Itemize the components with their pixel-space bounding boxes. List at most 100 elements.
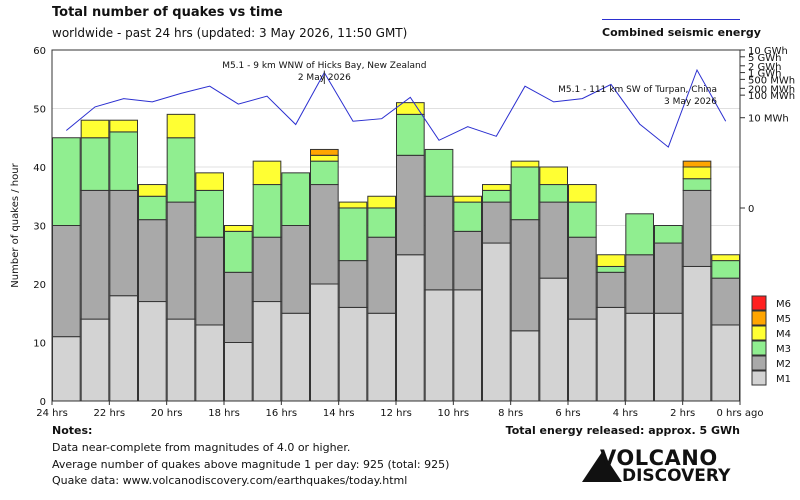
- bar-segment-m4: [453, 195, 483, 203]
- legend-swatch-m2: [751, 355, 767, 371]
- bar-segment-m5: [682, 160, 712, 168]
- bar-segment-m4: [166, 113, 196, 139]
- y-axis-label: Number of quakes / hour: [10, 162, 21, 287]
- energy-tick-label: 10 MWh: [748, 114, 789, 125]
- bar-segment-m3: [252, 184, 282, 238]
- bar-segment-m5: [310, 148, 339, 156]
- x-tick-label: 20 hrs: [151, 408, 183, 419]
- logo-line2: DISCOVERY: [622, 466, 731, 486]
- bar-segment-m2: [482, 201, 511, 244]
- bar-segment-m2: [338, 260, 368, 308]
- energy-tick-label: 0: [748, 204, 754, 215]
- x-tick-label: 12 hrs: [380, 408, 412, 419]
- bar-segment-m3: [682, 178, 712, 191]
- x-tick-label: 10 hrs: [438, 408, 470, 419]
- y-tick-label: 20: [33, 280, 46, 291]
- bar-segment-m4: [711, 254, 740, 262]
- bar-segment-m2: [654, 242, 683, 314]
- bar-segment-m1: [396, 254, 425, 402]
- bar-segment-m2: [52, 225, 81, 338]
- notes-title: Notes:: [52, 424, 93, 437]
- x-tick-label: 2 hrs: [670, 408, 695, 419]
- y-tick-label: 30: [33, 222, 46, 233]
- quake-chart: 0 10 20 30 40 50 60 24 hrs 22 hrs 20 hrs 18 hrs 16 …: [10, 46, 795, 419]
- bar-segment-m3: [510, 166, 540, 221]
- energy-tick-label: 100 MWh: [748, 91, 795, 102]
- bar-segment-m1: [482, 242, 511, 402]
- bar-segment-m4: [109, 119, 139, 133]
- bar-segment-m2: [682, 189, 712, 267]
- bar-segment-m2: [166, 201, 196, 320]
- bar-segment-m1: [596, 306, 626, 402]
- bar-segment-m2: [453, 230, 483, 291]
- bar-segment-m3: [109, 131, 139, 191]
- bar-segment-m1: [52, 336, 81, 402]
- energy-tick-label: 10 GWh: [748, 46, 788, 57]
- bar-segment-m3: [281, 172, 311, 227]
- bar-segment-m4: [224, 225, 253, 232]
- bar-segment-m3: [625, 213, 654, 256]
- bar-segment-m2: [109, 189, 139, 297]
- bar-segment-m2: [568, 236, 597, 320]
- volcano-discovery-logo[interactable]: VOLCANO DISCOVERY: [582, 446, 732, 490]
- x-tick-label: 22 hrs: [94, 408, 126, 419]
- bar-segment-m1: [682, 265, 712, 402]
- bar-segment-m4: [338, 201, 368, 209]
- bar-segment-m1: [367, 312, 397, 402]
- y-tick-label: 50: [33, 105, 46, 116]
- energy-tick-label: 500 MWh: [748, 75, 795, 86]
- bar-segment-m1: [252, 301, 282, 402]
- bar-segment-m4: [195, 172, 224, 191]
- energy-legend-label: Combined seismic energy: [602, 26, 761, 39]
- energy-legend-line: [602, 19, 740, 20]
- bar-segment-m4: [482, 184, 511, 191]
- y-tick-label: 40: [33, 163, 46, 174]
- chart-title: Total number of quakes vs time: [52, 5, 283, 20]
- legend-swatch-m3: [751, 340, 767, 356]
- bar-segment-m4: [682, 166, 712, 180]
- chart-subtitle: worldwide - past 24 hrs (updated: 3 May …: [52, 26, 408, 40]
- x-tick-label: 18 hrs: [208, 408, 240, 419]
- bar-segment-m3: [224, 230, 253, 273]
- bar-segment-m4: [367, 195, 397, 209]
- bar-segment-m4: [510, 160, 540, 168]
- bar-segment-m3: [539, 184, 568, 203]
- bar-segment-m2: [539, 201, 568, 279]
- bar-segment-m3: [80, 137, 110, 191]
- bar-segment-m2: [711, 277, 740, 326]
- legend-swatch-m5: [751, 310, 767, 326]
- bar-segment-m1: [711, 324, 740, 402]
- bar-segment-m3: [596, 265, 626, 273]
- note-line: Data near-complete from magnitudes of 4.…: [52, 441, 351, 454]
- note-line: Average number of quakes above magnitude…: [52, 458, 450, 471]
- legend-label: M5: [776, 314, 791, 325]
- bar-segment-m1: [80, 318, 110, 402]
- bar-segment-m2: [195, 236, 224, 326]
- bar-segment-m1: [224, 342, 253, 402]
- bar-segment-m4: [568, 184, 597, 203]
- bar-segment-m2: [310, 184, 339, 285]
- bar-segment-m3: [654, 225, 683, 244]
- legend-label: M6: [776, 299, 791, 310]
- annotation-text: M5.1 - 111 km SW of Turpan, China: [558, 85, 717, 95]
- bar-segment-m1: [510, 330, 540, 402]
- annotation-date: 3 May 2026: [664, 97, 717, 107]
- bar-segment-m2: [596, 271, 626, 308]
- bar-segment-m4: [252, 160, 282, 186]
- y-tick-label: 0: [40, 397, 46, 408]
- y-tick-label: 60: [33, 46, 46, 57]
- bar-segment-m1: [109, 295, 139, 402]
- x-tick-label: 16 hrs: [266, 408, 298, 419]
- bar-segment-m2: [424, 195, 454, 291]
- bar-segment-m2: [396, 154, 425, 256]
- volcano-icon: [582, 452, 622, 482]
- y-tick-label: 10: [33, 339, 46, 350]
- bar-segment-m2: [224, 271, 253, 343]
- bar-segment-m3: [424, 148, 454, 197]
- bar-segment-m3: [138, 195, 167, 221]
- bar-segment-m3: [166, 137, 196, 203]
- bar-segment-m4: [539, 166, 568, 186]
- note-line: Quake data: www.volcanodiscovery.com/ear…: [52, 474, 408, 487]
- legend-label: M2: [776, 359, 791, 370]
- energy-tick-label: 1 GWh: [748, 69, 782, 80]
